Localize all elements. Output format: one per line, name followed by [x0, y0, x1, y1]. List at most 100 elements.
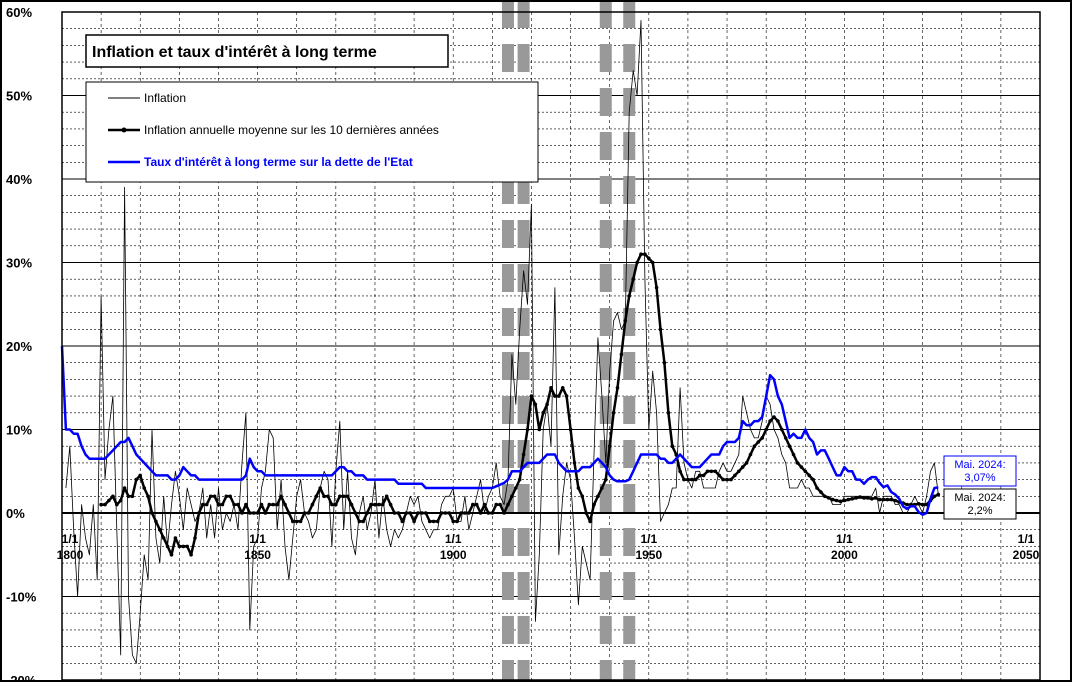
y-tick-label: 10%	[6, 423, 32, 438]
x-tick-label-top: 1/1	[1018, 532, 1035, 546]
y-tick-label: 60%	[6, 5, 32, 20]
avg10-point	[623, 319, 628, 323]
avg10-point	[905, 502, 909, 507]
avg10-point	[560, 386, 565, 390]
x-tick-label-top: 1/1	[445, 532, 462, 546]
avg10-point	[936, 492, 941, 497]
avg10-point	[384, 494, 389, 499]
avg10-point	[294, 519, 299, 524]
avg10-point	[572, 461, 577, 465]
avg10-point	[338, 494, 342, 499]
avg10-point	[580, 494, 585, 499]
y-tick-label: 0%	[6, 506, 25, 521]
x-tick-label-year: 1800	[57, 548, 84, 562]
avg10-point	[158, 527, 162, 532]
avg10-point	[764, 427, 768, 432]
avg10-point	[474, 502, 479, 507]
avg10-point	[545, 402, 549, 407]
avg10-point	[240, 511, 244, 515]
annotation-avg-2024: Mai. 2024: 2,2%	[943, 488, 1017, 520]
avg10-point	[400, 519, 405, 524]
avg10-point	[130, 494, 135, 499]
avg10-point	[494, 502, 499, 507]
avg10-point	[537, 427, 542, 432]
avg10-point	[478, 511, 483, 515]
avg10-point	[866, 496, 870, 500]
avg10-point	[740, 465, 745, 469]
annotation-rate-value: 3,07%	[964, 472, 995, 484]
avg10-point	[263, 511, 268, 515]
avg10-point	[725, 477, 729, 482]
annotation-rate-2024: Mai. 2024: 3,07%	[943, 455, 1017, 487]
avg10-point	[705, 469, 710, 474]
avg10-point	[169, 553, 174, 557]
avg10-point	[115, 502, 119, 507]
avg10-point	[666, 411, 671, 415]
avg10-point	[799, 465, 804, 469]
avg10-point	[353, 511, 358, 515]
avg10-point	[154, 519, 158, 524]
avg10-point	[529, 394, 534, 398]
avg10-point	[439, 511, 444, 515]
chart-title: Inflation et taux d'intérêt à long terme	[92, 44, 377, 61]
avg10-point	[701, 473, 706, 478]
avg10-point	[279, 494, 283, 499]
avg10-point	[635, 260, 639, 265]
avg10-point	[447, 511, 452, 515]
avg10-point	[514, 486, 518, 490]
avg10-point	[881, 497, 886, 502]
x-tick-label-year: 1850	[244, 548, 271, 562]
avg10-point	[658, 327, 663, 332]
avg10-point	[122, 486, 127, 490]
avg10-point	[275, 502, 280, 507]
annotation-rate-label: Mai. 2024:	[954, 459, 1005, 471]
avg10-point	[255, 511, 260, 515]
avg10-point	[111, 494, 115, 499]
avg10-point	[373, 502, 377, 507]
avg10-point	[850, 497, 854, 501]
avg10-point	[271, 502, 276, 507]
avg10-point	[310, 502, 315, 507]
avg10-point	[639, 252, 643, 256]
avg10-point	[932, 494, 937, 499]
avg10-point	[427, 519, 432, 524]
avg10-point	[298, 519, 303, 524]
avg10-point	[267, 502, 272, 507]
avg10-point	[693, 477, 698, 482]
avg10-point	[451, 519, 456, 524]
avg10-point	[283, 502, 287, 507]
avg10-point	[803, 469, 808, 474]
avg10-point	[517, 477, 522, 482]
avg10-point	[893, 498, 898, 503]
avg10-point	[388, 502, 393, 507]
avg10-point	[435, 519, 440, 524]
avg10-point	[471, 502, 475, 507]
avg10-point	[201, 502, 205, 507]
avg10-point	[541, 411, 545, 415]
x-tick-label-year: 1900	[440, 548, 467, 562]
avg10-point	[877, 497, 882, 502]
avg10-point	[670, 444, 675, 449]
avg10-point	[885, 497, 890, 502]
avg10-point	[443, 511, 448, 515]
avg10-point	[584, 511, 588, 515]
avg10-point	[737, 469, 741, 474]
avg10-point	[361, 519, 366, 524]
y-tick-label: 50%	[6, 89, 32, 104]
avg10-point	[627, 294, 631, 298]
avg10-point	[185, 544, 189, 549]
avg10-point	[862, 496, 866, 500]
avg10-point	[107, 498, 111, 503]
avg10-point	[251, 511, 256, 515]
avg10-point	[236, 502, 240, 507]
avg10-point	[482, 502, 487, 507]
avg10-point	[502, 511, 506, 515]
avg10-point	[248, 511, 252, 515]
avg10-point	[525, 427, 530, 432]
avg10-point	[193, 536, 197, 540]
avg10-point	[396, 511, 401, 515]
avg10-point	[212, 494, 217, 499]
avg10-point	[173, 536, 178, 540]
avg10-point	[349, 502, 354, 507]
y-tick-label: -10%	[6, 590, 37, 605]
